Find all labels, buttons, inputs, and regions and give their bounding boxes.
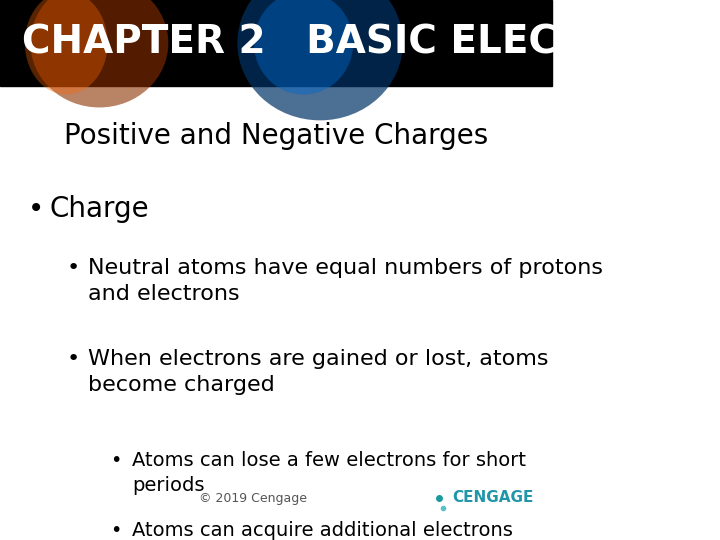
Text: © 2019 Cengage: © 2019 Cengage (199, 492, 307, 505)
Text: Charge: Charge (50, 195, 149, 224)
Text: Atoms can acquire additional electrons: Atoms can acquire additional electrons (132, 521, 513, 540)
Ellipse shape (30, 0, 168, 107)
Text: •: • (27, 195, 44, 224)
Ellipse shape (238, 0, 403, 120)
Text: When electrons are gained or lost, atoms
become charged: When electrons are gained or lost, atoms… (89, 349, 549, 395)
Text: Positive and Negative Charges: Positive and Negative Charges (64, 123, 488, 151)
Text: •: • (110, 521, 122, 540)
FancyBboxPatch shape (0, 0, 552, 86)
Text: •: • (66, 258, 79, 278)
Text: •: • (110, 451, 122, 470)
Ellipse shape (254, 0, 354, 94)
Text: Neutral atoms have equal numbers of protons
and electrons: Neutral atoms have equal numbers of prot… (89, 258, 603, 305)
Text: Atoms can lose a few electrons for short
periods: Atoms can lose a few electrons for short… (132, 451, 526, 495)
Ellipse shape (24, 0, 107, 94)
Text: CENGAGE: CENGAGE (453, 490, 534, 505)
Text: •: • (66, 349, 79, 369)
Text: CHAPTER 2   BASIC ELECTRICITY: CHAPTER 2 BASIC ELECTRICITY (22, 24, 720, 62)
